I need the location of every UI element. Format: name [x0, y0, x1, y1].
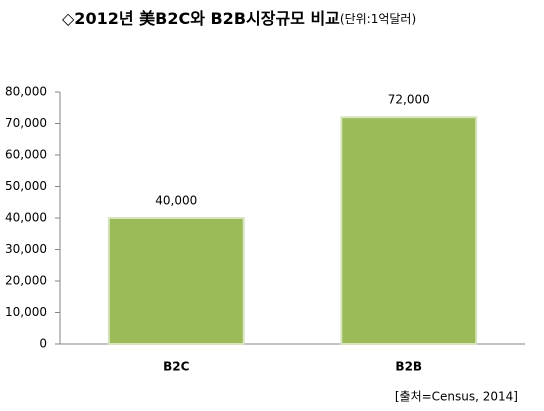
title: ◇2012년 美B2C와 B2B시장규모 비교 — [62, 9, 340, 28]
x-tick-label: B2B — [395, 360, 422, 374]
y-tick-label: 10,000 — [5, 305, 47, 319]
y-tick-label: 40,000 — [5, 211, 47, 225]
y-tick-label: 30,000 — [5, 242, 47, 256]
y-tick-label: 70,000 — [5, 116, 47, 130]
data-label: 72,000 — [388, 93, 430, 107]
y-tick-label: 80,000 — [5, 85, 47, 99]
bar — [107, 217, 245, 345]
source: [출처=Census, 2014] — [395, 390, 518, 404]
y-tick-label: 20,000 — [5, 274, 47, 288]
chart-title: ◇2012년 美B2C와 B2B시장규모 비교(단위:1억달러) — [62, 9, 416, 28]
subtitle: (단위:1억달러) — [340, 12, 416, 26]
x-tick-label: B2C — [163, 360, 189, 374]
y-tick-label: 0 — [39, 337, 47, 351]
y-tick-label: 50,000 — [5, 179, 47, 193]
y-tick-label: 60,000 — [5, 148, 47, 162]
data-label: 40,000 — [155, 194, 197, 208]
bar — [340, 116, 478, 345]
